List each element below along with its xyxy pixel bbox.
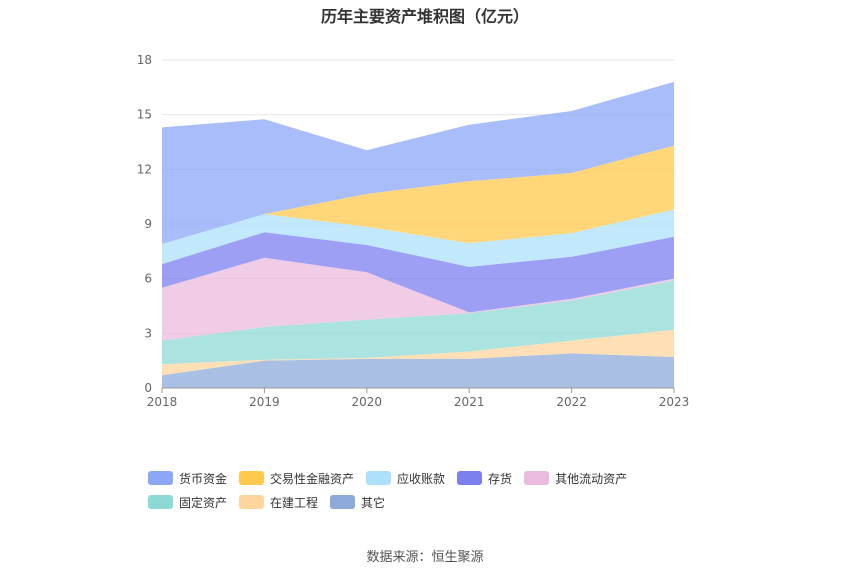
area-series-2 bbox=[162, 280, 674, 365]
y-tick-label: 0 bbox=[144, 381, 152, 395]
legend-label: 货币资金 bbox=[179, 471, 228, 486]
axes: 0 3 6 9 12 15 18 2018 2019 2020 2021 2022 2023 bbox=[137, 53, 690, 409]
legend-item[interactable]: 交易性金融资产 bbox=[239, 470, 354, 486]
legend-label: 存货 bbox=[488, 471, 513, 486]
area-series-3 bbox=[162, 257, 674, 341]
x-tick-label: 2023 bbox=[659, 395, 690, 409]
y-tick-label: 6 bbox=[144, 272, 152, 286]
area-series-5 bbox=[162, 209, 674, 267]
legend-label: 应收账款 bbox=[397, 471, 446, 486]
legend-item[interactable]: 其他流动资产 bbox=[524, 470, 627, 486]
legend-swatch bbox=[366, 471, 392, 485]
x-tick-label: 2022 bbox=[556, 395, 587, 409]
legend-swatch bbox=[330, 495, 356, 509]
legend-item[interactable]: 其它 bbox=[330, 494, 385, 510]
x-tick-label: 2019 bbox=[249, 395, 280, 409]
legend-swatch bbox=[457, 471, 483, 485]
legend-item[interactable]: 固定资产 bbox=[148, 494, 227, 510]
legend-item[interactable]: 存货 bbox=[457, 470, 512, 486]
y-tick-label: 18 bbox=[137, 53, 152, 67]
area-series bbox=[162, 81, 674, 388]
chart-title: 历年主要资产堆积图（亿元） bbox=[320, 7, 529, 26]
legend-label: 交易性金融资产 bbox=[270, 471, 355, 486]
y-tick-label: 3 bbox=[144, 326, 152, 340]
area-series-7 bbox=[162, 81, 674, 245]
legend: 货币资金 交易性金融资产 应收账款 存货 其他流动资产固定资产 在建工程 其它 bbox=[148, 470, 728, 518]
legend-label: 固定资产 bbox=[179, 495, 228, 510]
y-tick-label: 9 bbox=[144, 217, 152, 231]
legend-label: 其他流动资产 bbox=[555, 471, 628, 486]
legend-item[interactable]: 在建工程 bbox=[239, 494, 318, 510]
legend-swatch bbox=[524, 471, 550, 485]
legend-swatch bbox=[148, 495, 173, 509]
data-source: 数据来源：恒生聚源 bbox=[366, 550, 484, 565]
x-tick-label: 2018 bbox=[147, 395, 178, 409]
y-tick-label: 15 bbox=[137, 108, 152, 122]
legend-label: 其它 bbox=[361, 495, 386, 510]
area-series-1 bbox=[162, 329, 674, 376]
legend-item[interactable]: 应收账款 bbox=[366, 470, 445, 486]
y-tick-label: 12 bbox=[137, 162, 152, 176]
legend-swatch bbox=[239, 471, 265, 485]
area-series-6 bbox=[162, 145, 674, 245]
legend-swatch bbox=[148, 471, 173, 485]
legend-item[interactable]: 货币资金 bbox=[148, 470, 227, 486]
x-tick-label: 2020 bbox=[352, 395, 383, 409]
legend-label: 在建工程 bbox=[270, 495, 319, 510]
legend-swatch bbox=[239, 495, 265, 509]
x-tick-label: 2021 bbox=[454, 395, 485, 409]
area-series-0 bbox=[162, 353, 674, 388]
area-series-4 bbox=[162, 232, 674, 313]
